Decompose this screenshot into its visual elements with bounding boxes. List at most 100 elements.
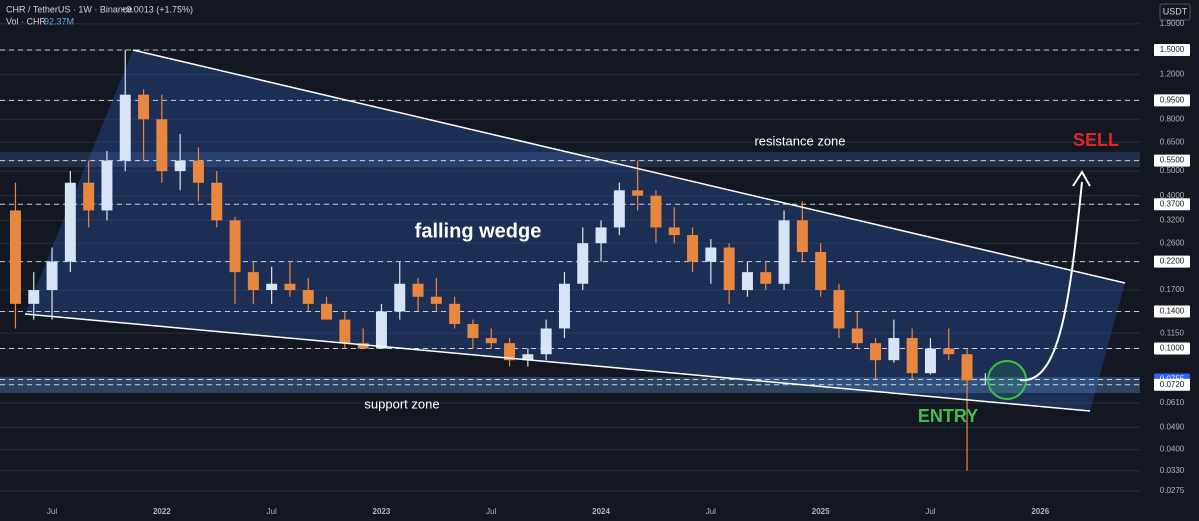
y-tick-box — [1154, 342, 1190, 355]
x-tick-label: Jul — [267, 507, 277, 516]
candle-body — [540, 328, 552, 355]
y-tick-label: 1.5000 — [1160, 45, 1185, 54]
y-tick-label: 0.1000 — [1160, 344, 1185, 353]
x-tick-label: 2025 — [812, 507, 830, 516]
candle-body — [632, 190, 644, 196]
y-tick-box — [1154, 154, 1190, 167]
y-tick-box — [1154, 198, 1190, 211]
candle-body — [321, 303, 333, 320]
candle-body — [28, 290, 40, 304]
y-tick-label: 0.3700 — [1160, 199, 1185, 208]
wedge-fill — [25, 50, 1125, 411]
candle-body — [430, 296, 442, 304]
candle-body — [156, 119, 168, 172]
candle-body — [668, 227, 680, 236]
candle-body — [815, 252, 827, 291]
y-tick-label: 0.6500 — [1160, 137, 1185, 146]
volume-value: 92.37M — [44, 16, 74, 26]
candle-body — [613, 190, 625, 228]
candle-body — [577, 243, 589, 284]
candle-body — [46, 261, 58, 291]
entry-label: ENTRY — [918, 406, 978, 426]
y-tick-label: 0.2600 — [1160, 238, 1185, 247]
y-tick-label: 1.2000 — [1160, 70, 1185, 79]
y-tick-label: 0.0330 — [1160, 466, 1185, 475]
candle-body — [741, 272, 753, 291]
volume-label: Vol · CHR — [6, 16, 47, 26]
y-tick-label: 0.8000 — [1160, 114, 1185, 123]
candle-body — [101, 160, 113, 211]
candle-body — [760, 272, 772, 284]
y-axis: 1.9000 1.5000 1.2000 0.9500 0.8000 0.6500 0.55… — [1154, 19, 1190, 495]
x-tick-label: Jul — [706, 507, 716, 516]
candle-body — [906, 338, 918, 374]
candle-body — [723, 247, 735, 291]
resistance-label: resistance zone — [754, 133, 845, 148]
candle-body — [833, 290, 845, 329]
wedge-upper — [132, 49, 1126, 284]
currency-box — [1159, 3, 1191, 21]
y-tick-label: 0.3200 — [1160, 215, 1185, 224]
candle-body — [705, 247, 717, 262]
candle-body — [687, 235, 699, 262]
candle-body — [138, 94, 150, 120]
symbol-title: CHR / TetherUS · 1W · Binance — [6, 4, 132, 14]
y-tick-box — [1154, 255, 1190, 268]
y-tick-label: 0.9500 — [1160, 95, 1185, 104]
candle-body — [375, 311, 387, 349]
candle-body — [302, 290, 314, 304]
candle-body — [266, 283, 278, 291]
pattern-label: falling wedge — [415, 220, 542, 242]
y-tick-label: 0.1400 — [1160, 307, 1185, 316]
candle-body — [485, 338, 497, 344]
candle-body — [247, 272, 259, 291]
candle-body — [449, 303, 461, 324]
y-tick-label: 0.4000 — [1160, 191, 1185, 200]
candle-body — [284, 283, 296, 291]
target-arrow — [1019, 181, 1083, 382]
x-tick-label: Jul — [925, 507, 935, 516]
price-change: +0.0013 (+1.75%) — [121, 4, 193, 14]
x-tick-label: 2023 — [373, 507, 391, 516]
y-tick-label: 1.9000 — [1160, 19, 1185, 28]
candle-body — [504, 343, 516, 361]
candle-body — [357, 343, 369, 349]
x-tick-label: 2022 — [153, 507, 171, 516]
sell-label: SELL — [1073, 130, 1119, 150]
candle-body — [412, 283, 424, 297]
candle-body — [394, 283, 406, 312]
resistance-zone — [0, 152, 1140, 167]
candle-body — [64, 182, 76, 262]
candle-body — [961, 354, 973, 381]
candle-body — [192, 160, 204, 183]
candles — [9, 49, 991, 471]
candle-body — [83, 182, 95, 211]
y-tick-box — [1154, 43, 1190, 56]
y-tick-label: 0.1700 — [1160, 285, 1185, 294]
candle-body — [229, 220, 241, 273]
candle-body — [119, 94, 131, 161]
candle-body — [467, 323, 479, 339]
x-tick-label: 2024 — [592, 507, 610, 516]
y-tick-label: 0.0720 — [1160, 380, 1185, 389]
wedge-lower — [24, 313, 1091, 412]
support-label: support zone — [364, 396, 439, 411]
time-axis — [0, 505, 1199, 521]
y-tick-label: 0.0400 — [1160, 445, 1185, 454]
candle-body — [979, 378, 991, 381]
candle-body — [943, 348, 955, 355]
candle-body — [778, 220, 790, 284]
y-tick-label: 0.5000 — [1160, 166, 1185, 175]
candle-body — [851, 328, 863, 344]
x-tick-label: Jul — [47, 507, 57, 516]
candle-body — [9, 210, 21, 304]
candle-body — [522, 354, 534, 361]
y-tick-label: 0.1150 — [1160, 328, 1184, 337]
y-tick-label: 0.0490 — [1160, 422, 1185, 431]
y-tick-label: 0.2200 — [1160, 257, 1185, 266]
candle-body — [924, 348, 936, 374]
y-tick-box — [1154, 94, 1190, 107]
